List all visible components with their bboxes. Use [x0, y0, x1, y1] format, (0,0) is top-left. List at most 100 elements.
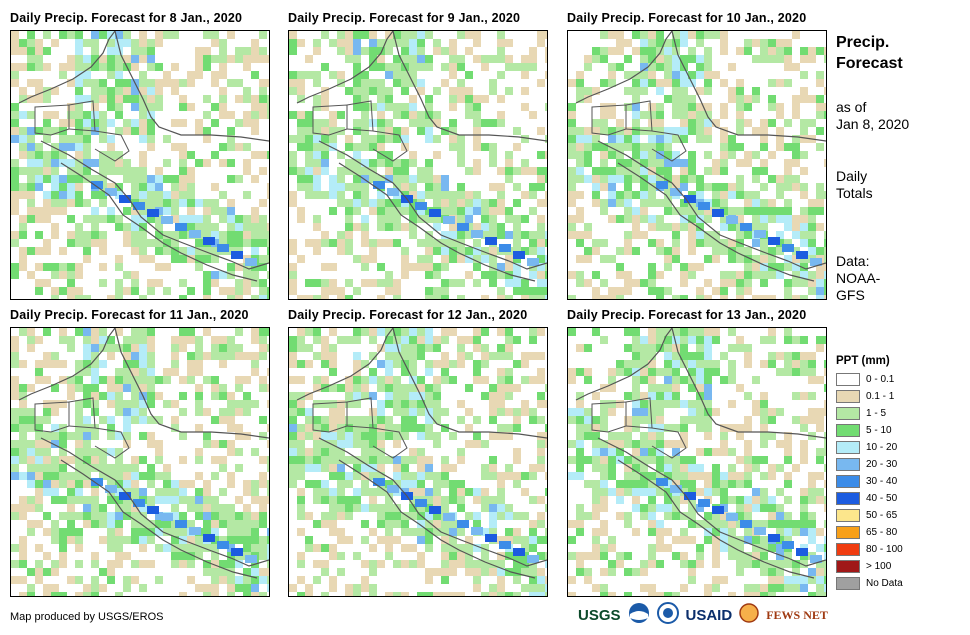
precip-cell — [497, 384, 505, 392]
precip-cell — [449, 376, 457, 384]
precip-cell — [99, 79, 107, 87]
precip-cell — [337, 231, 345, 239]
precip-cell — [67, 271, 75, 279]
heavy-precip-cell — [670, 188, 682, 196]
precip-cell — [624, 167, 632, 175]
precip-cell — [672, 231, 680, 239]
precip-cell — [147, 255, 155, 263]
heavy-precip-cell — [527, 258, 539, 266]
precip-cell — [648, 328, 656, 336]
precip-cell — [457, 360, 465, 368]
precip-cell — [600, 480, 608, 488]
precip-cell — [784, 287, 792, 295]
precip-cell — [433, 175, 441, 183]
precip-cell — [297, 175, 305, 183]
precip-cell — [537, 368, 545, 376]
precip-cell — [688, 576, 696, 584]
precip-cell — [688, 55, 696, 63]
precip-cell — [329, 520, 337, 528]
precip-cell — [720, 448, 728, 456]
precip-cell — [736, 119, 744, 127]
precip-cell — [179, 95, 187, 103]
precip-cell — [219, 87, 227, 95]
precip-cell — [481, 119, 489, 127]
precip-cell — [704, 71, 712, 79]
precip-cell — [99, 456, 107, 464]
precip-cell — [11, 464, 19, 472]
precip-cell — [704, 63, 712, 71]
precip-cell — [115, 79, 123, 87]
precip-cell — [513, 536, 521, 544]
precip-cell — [297, 344, 305, 352]
precip-cell — [329, 528, 337, 536]
precip-cell — [744, 416, 752, 424]
precip-cell — [203, 231, 211, 239]
coastline — [617, 459, 815, 579]
precip-cell — [361, 199, 369, 207]
precip-cell — [211, 344, 219, 352]
precip-cell — [624, 127, 632, 135]
precip-cell — [409, 103, 417, 111]
precip-cell — [107, 47, 115, 55]
precip-cell — [35, 47, 43, 55]
precip-cell — [752, 271, 760, 279]
precip-cell — [115, 384, 123, 392]
precip-cell — [91, 111, 99, 119]
precip-cell — [19, 151, 27, 159]
precip-cell — [792, 183, 800, 191]
precip-cell — [417, 448, 425, 456]
precip-cell — [91, 504, 99, 512]
precip-cell — [401, 31, 409, 39]
precip-cell — [712, 199, 720, 207]
legend-swatch — [836, 441, 860, 454]
precip-cell — [203, 528, 211, 536]
precip-cell — [632, 392, 640, 400]
precip-cell — [203, 135, 211, 143]
precip-cell — [337, 31, 345, 39]
precip-cell — [337, 199, 345, 207]
precip-cell — [139, 384, 147, 392]
precip-cell — [297, 336, 305, 344]
precip-cell — [123, 336, 131, 344]
precip-cell — [648, 360, 656, 368]
heavy-precip-cell — [119, 492, 131, 500]
precip-cell — [752, 207, 760, 215]
precip-cell — [35, 175, 43, 183]
precip-cell — [584, 95, 592, 103]
precip-cell — [712, 231, 720, 239]
precip-cell — [425, 167, 433, 175]
precip-cell — [107, 183, 115, 191]
precip-cell — [768, 336, 776, 344]
precip-cell — [584, 432, 592, 440]
precip-cell — [289, 111, 297, 119]
precip-cell — [568, 472, 576, 480]
precip-cell — [656, 336, 664, 344]
precip-cell — [513, 408, 521, 416]
precip-cell — [187, 504, 195, 512]
precip-cell — [568, 592, 576, 596]
precip-cell — [131, 400, 139, 408]
precip-cell — [800, 360, 808, 368]
precip-cell — [267, 183, 269, 191]
precip-cell — [179, 528, 187, 536]
precip-cell — [155, 520, 163, 528]
precip-cell — [648, 408, 656, 416]
precip-cell — [19, 63, 27, 71]
precip-cell — [760, 504, 768, 512]
precip-cell — [592, 464, 600, 472]
precip-cell — [123, 271, 131, 279]
precip-cell — [321, 135, 329, 143]
precip-cell — [171, 63, 179, 71]
precip-cell — [521, 279, 529, 287]
precip-cell — [401, 55, 409, 63]
precip-cell — [123, 344, 131, 352]
precip-cell — [545, 488, 547, 496]
precip-cell — [195, 504, 203, 512]
precip-cell — [195, 400, 203, 408]
precip-cell — [99, 568, 107, 576]
precip-cell — [377, 416, 385, 424]
precip-cell — [505, 552, 513, 560]
precip-cell — [688, 47, 696, 55]
precip-cell — [529, 328, 537, 336]
precip-cell — [369, 47, 377, 55]
